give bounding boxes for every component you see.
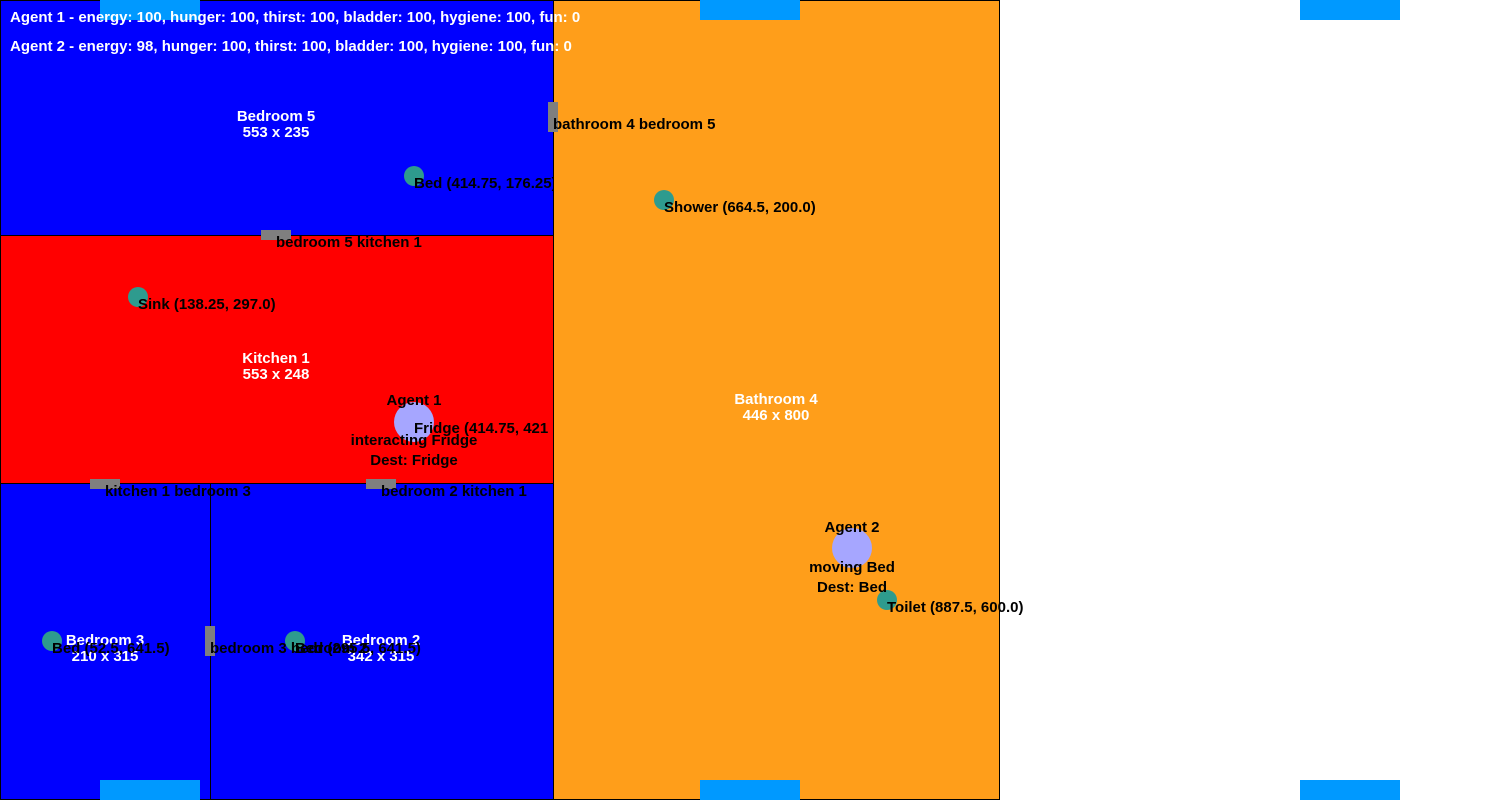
agent-destination: Dest: Fridge — [370, 452, 458, 469]
window — [1300, 0, 1400, 20]
room-size: 553 x 235 — [242, 124, 310, 141]
room-size: 342 x 315 — [347, 648, 415, 665]
shower-object[interactable] — [654, 190, 674, 210]
agent-2[interactable] — [832, 528, 872, 568]
bed-object-bedroom-3[interactable] — [42, 631, 62, 651]
door-bathroom-4-bedroom-5 — [548, 102, 558, 132]
room-size: 446 x 800 — [742, 407, 810, 424]
door-label: bedroom 3 bedroom 2 — [210, 640, 368, 657]
bed-object-bedroom-5[interactable] — [404, 166, 424, 186]
door-label: bathroom 4 bedroom 5 — [553, 116, 716, 133]
room-label-bedroom-3: Bedroom 3 210 x 315 — [66, 633, 144, 665]
agent-2-status: Agent 2 - energy: 98, hunger: 100, thirs… — [10, 38, 572, 55]
room-label-bedroom-2: Bedroom 2 342 x 315 — [342, 633, 420, 665]
door-kitchen-1-bedroom-3 — [90, 479, 120, 489]
door-bedroom-2-kitchen-1 — [366, 479, 396, 489]
room-label-kitchen-1: Kitchen 1 553 x 248 — [242, 351, 310, 383]
window — [1300, 780, 1400, 800]
agent-state: moving Bed — [809, 559, 895, 576]
agent-1-status: Agent 1 - energy: 100, hunger: 100, thir… — [10, 9, 581, 26]
room-name: Kitchen 1 — [242, 350, 310, 367]
agent-name: Agent 1 — [386, 392, 442, 409]
object-label: Fridge (414.75, 421 — [414, 421, 549, 437]
room-name: Bedroom 5 — [236, 108, 316, 125]
object-label: Bed (295.5, 641.5) — [295, 640, 421, 657]
object-label: Bed (52.5, 641.5) — [52, 640, 170, 657]
room-name: Bedroom 3 — [65, 632, 145, 649]
room-kitchen-1 — [0, 235, 554, 484]
agent-destination: Dest: Bed — [816, 579, 888, 596]
room-size: 210 x 315 — [71, 648, 139, 665]
window — [700, 780, 800, 800]
room-label-bedroom-5: Bedroom 5 553 x 235 — [237, 109, 315, 141]
agent-state: interacting Fridge — [350, 432, 478, 449]
door-label: bedroom 2 kitchen 1 — [381, 483, 527, 500]
window — [700, 0, 800, 20]
object-label: Toilet (887.5, 600.0) — [887, 599, 1024, 616]
object-label: Shower (664.5, 200.0) — [664, 199, 816, 216]
room-name: Bathroom 4 — [734, 391, 818, 408]
toilet-object[interactable] — [877, 590, 897, 610]
door-label: kitchen 1 bedroom 3 — [105, 483, 251, 500]
room-name: Bedroom 2 — [341, 632, 421, 649]
object-label: Sink (138.25, 297.0) — [138, 296, 276, 313]
door-label: bedroom 5 kitchen 1 — [276, 234, 422, 251]
window — [100, 0, 200, 20]
window — [100, 780, 200, 800]
bed-object-bedroom-2[interactable] — [285, 631, 305, 651]
object-label: Bed (414.75, 176.25) — [414, 176, 553, 192]
agent-name: Agent 2 — [824, 519, 880, 536]
room-bedroom-5 — [0, 0, 554, 236]
room-label-bathroom-4: Bathroom 4 446 x 800 — [734, 392, 817, 424]
door-bedroom-5-kitchen-1 — [261, 230, 291, 240]
door-bedroom-3-bedroom-2 — [205, 626, 215, 656]
room-bedroom-2 — [210, 483, 554, 800]
room-size: 553 x 248 — [242, 366, 310, 383]
room-bathroom-4 — [553, 0, 1000, 800]
sink-object[interactable] — [128, 287, 148, 307]
agent-1[interactable] — [394, 402, 434, 442]
